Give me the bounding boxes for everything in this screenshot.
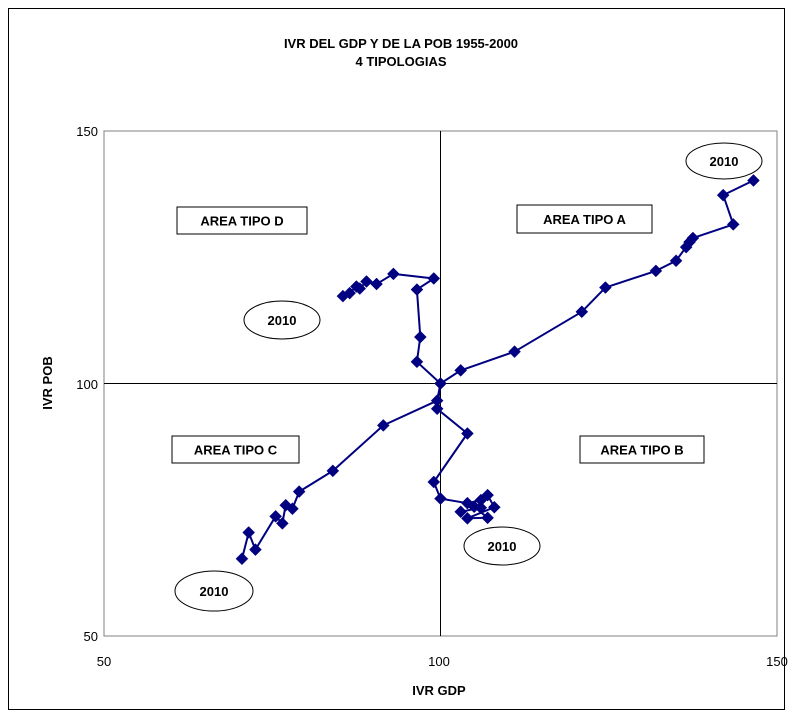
annotation-label: 2010 [710, 154, 739, 169]
x-tick-label-50: 50 [97, 654, 111, 669]
annotation-label: 2010 [268, 313, 297, 328]
data-point [461, 511, 474, 525]
data-point [686, 231, 700, 245]
area-box-border [516, 204, 653, 234]
area-label: AREA TIPO C [194, 443, 278, 458]
data-point [410, 283, 424, 296]
y-axis-label: IVR POB [40, 356, 55, 409]
data-point [599, 281, 612, 294]
annotation-2010: 2010 [685, 142, 763, 180]
annotation-ellipse [174, 570, 254, 612]
data-point [481, 511, 494, 525]
y-tick-label-100: 100 [76, 377, 98, 392]
data-point [235, 552, 249, 566]
data-point [370, 277, 383, 291]
data-point [242, 526, 256, 539]
area-box-border [176, 206, 308, 235]
data-point [410, 355, 424, 369]
series-1 [336, 267, 447, 390]
data-point [326, 464, 340, 478]
data-point [434, 377, 447, 390]
series-line [241, 383, 442, 559]
annotation-2010: 2010 [243, 300, 321, 340]
data-point [726, 218, 740, 231]
series-3 [427, 377, 501, 525]
data-point [292, 485, 306, 498]
annotation-2010: 2010 [174, 570, 254, 612]
data-point [427, 475, 441, 489]
data-point [336, 289, 350, 303]
chart-subtitle: 4 TIPOLOGIAS [355, 54, 446, 69]
annotation-2010: 2010 [463, 526, 541, 566]
data-point [360, 275, 373, 288]
data-point [249, 543, 262, 556]
data-point [430, 402, 444, 416]
area-box-top-right: AREA TIPO A [516, 204, 653, 234]
chart-frame [8, 8, 785, 710]
x-axis-label: IVR GDP [412, 683, 466, 698]
data-point [747, 174, 760, 187]
area-box-bottom-right: AREA TIPO B [579, 435, 705, 464]
area-box-bottom-left: AREA TIPO C [171, 435, 300, 464]
x-tick-label-150: 150 [766, 654, 788, 669]
annotation-ellipse [463, 526, 541, 566]
data-point [454, 505, 468, 519]
area-box-border [171, 435, 300, 464]
data-point [474, 501, 488, 515]
area-label: AREA TIPO D [200, 214, 283, 229]
annotation-ellipse [685, 142, 763, 180]
annotation-ellipse [243, 300, 321, 340]
data-point [487, 500, 501, 514]
annotation-label: 2010 [200, 584, 229, 599]
y-tick-label-150: 150 [76, 124, 98, 139]
data-point [427, 272, 441, 285]
data-point [413, 330, 427, 344]
area-label: AREA TIPO A [543, 212, 626, 227]
data-point [649, 264, 663, 278]
area-label: AREA TIPO B [600, 443, 683, 458]
data-point [575, 305, 589, 319]
x-tick-label-100: 100 [428, 654, 450, 669]
annotation-label: 2010 [488, 539, 517, 554]
series-group [235, 174, 760, 566]
data-point [269, 509, 282, 523]
area-box-top-left: AREA TIPO D [176, 206, 308, 235]
data-point [376, 419, 390, 432]
data-point [481, 488, 494, 502]
annotations: 2010 2010 2010 2010 [174, 142, 763, 612]
data-point [275, 517, 289, 530]
data-point [716, 188, 730, 202]
data-point [461, 427, 474, 440]
data-point [350, 280, 363, 293]
area-labels: AREA TIPO D AREA TIPO A AREA TIPO C AREA TI… [171, 204, 705, 464]
data-point [387, 267, 400, 281]
data-point [279, 498, 293, 512]
data-point [669, 254, 683, 268]
data-point [454, 364, 468, 377]
data-point [434, 492, 447, 505]
data-point [508, 345, 521, 359]
chart-title: IVR DEL GDP Y DE LA POB 1955-2000 [284, 36, 518, 51]
area-box-border [579, 435, 705, 464]
series-2 [235, 377, 447, 566]
y-tick-label-50: 50 [84, 629, 98, 644]
